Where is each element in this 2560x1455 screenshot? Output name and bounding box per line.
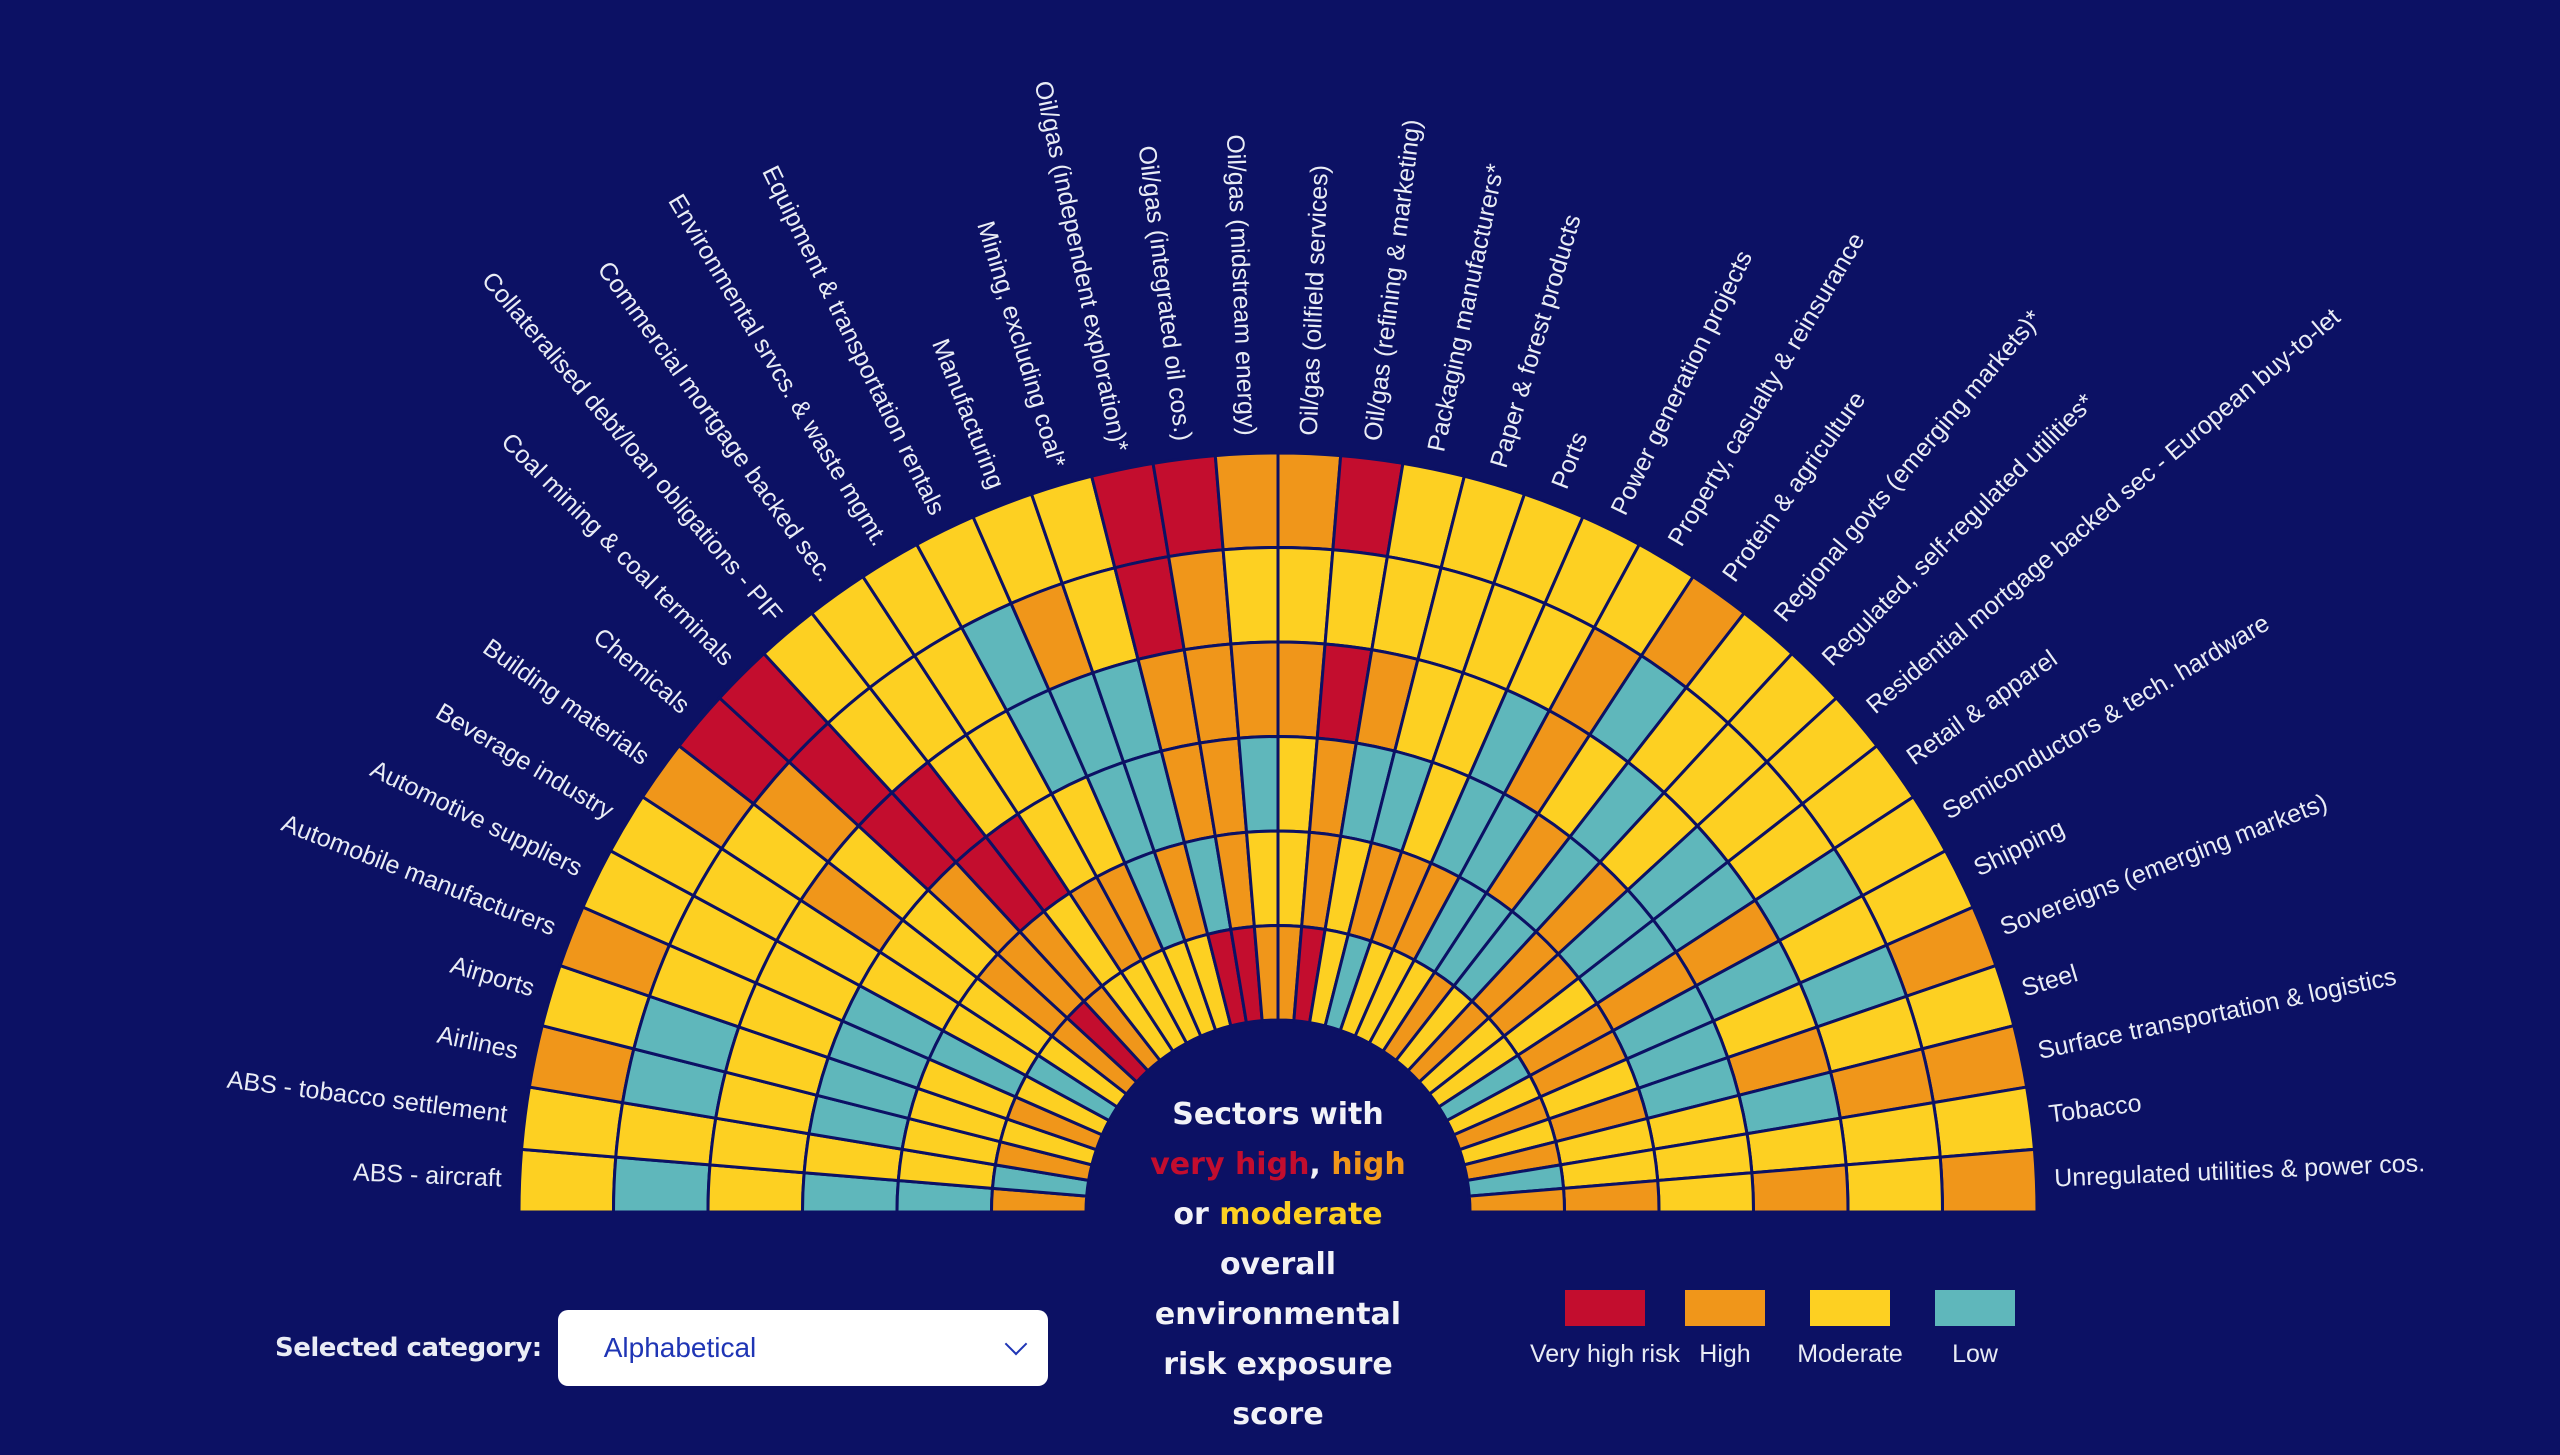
heatmap-cell[interactable] bbox=[517, 1147, 618, 1214]
sector-label: Airlines bbox=[435, 1021, 521, 1065]
sector-label: Steel bbox=[2018, 959, 2081, 1002]
caption-comma: , bbox=[1309, 1147, 1332, 1182]
sector-label: Chemicals bbox=[588, 623, 695, 720]
caption-line-2: very high, high bbox=[1118, 1140, 1438, 1190]
heatmap-cell[interactable] bbox=[1276, 545, 1335, 646]
legend-label: Very high risk bbox=[1529, 1340, 1681, 1368]
sector-label: Oil/gas (midstream energy) bbox=[1221, 134, 1261, 436]
sector-label: Tobacco bbox=[2047, 1089, 2143, 1128]
heatmap-cell[interactable] bbox=[1237, 734, 1280, 834]
sector-label: Oil/gas (oilfield services) bbox=[1295, 164, 1334, 436]
sector-label: Power generation projects bbox=[1605, 246, 1758, 519]
sector-label: Packaging manufacturers* bbox=[1422, 161, 1510, 454]
heatmap-cell[interactable] bbox=[1656, 1171, 1756, 1214]
heatmap-cell[interactable] bbox=[1213, 451, 1280, 552]
sector-label: Sovereigns (emerging markets) bbox=[1996, 788, 2331, 941]
sector-label: Ports bbox=[1546, 428, 1593, 493]
legend-item-moderate: Moderate bbox=[1770, 1290, 1930, 1369]
category-control: Selected category: Alphabetical bbox=[275, 1310, 1048, 1386]
heatmap-cell[interactable] bbox=[1844, 1155, 1945, 1214]
sector-label: ABS - tobacco settlement bbox=[225, 1066, 508, 1129]
legend-label: High bbox=[1699, 1340, 1751, 1368]
legend-label: Moderate bbox=[1797, 1340, 1903, 1368]
sector-label: Airports bbox=[447, 951, 538, 1002]
legend-label: Low bbox=[1952, 1340, 1998, 1368]
sector-label: Unregulated utilities & power cos. bbox=[2054, 1149, 2426, 1192]
chevron-down-icon bbox=[1004, 1332, 1028, 1356]
caption-line-7: score bbox=[1232, 1397, 1324, 1432]
legend-item-very-high: Very high risk bbox=[1530, 1290, 1680, 1369]
heatmap-cell[interactable] bbox=[1229, 640, 1280, 740]
legend-swatch-high bbox=[1685, 1290, 1765, 1326]
sector-label: Residential mortgage backed sec - Europe… bbox=[1861, 303, 2346, 720]
caption-line-4: overall bbox=[1219, 1247, 1337, 1282]
caption-moderate: moderate bbox=[1219, 1197, 1383, 1232]
sector-label: ABS - aircraft bbox=[353, 1158, 503, 1192]
legend-item-low: Low bbox=[1930, 1290, 2020, 1369]
sector-label: Oil/gas (refining & marketing) bbox=[1359, 118, 1427, 443]
heatmap-cell[interactable] bbox=[611, 1155, 712, 1214]
category-select[interactable]: Alphabetical bbox=[557, 1310, 1048, 1386]
legend-item-high: High bbox=[1680, 1290, 1770, 1369]
caption-high: high bbox=[1331, 1147, 1406, 1182]
sector-label: Manufacturing bbox=[926, 335, 1010, 493]
heatmap-cell[interactable] bbox=[1276, 451, 1343, 552]
heatmap-cell[interactable] bbox=[1221, 545, 1280, 646]
category-select-value: Alphabetical bbox=[603, 1332, 757, 1363]
heatmap-cell[interactable] bbox=[1750, 1163, 1850, 1214]
center-caption: Sectors with very high, high or moderate… bbox=[1118, 1090, 1438, 1440]
legend-swatch-very-high bbox=[1565, 1290, 1645, 1326]
caption-line-6: risk exposure bbox=[1163, 1347, 1393, 1382]
caption-line-3: or moderate bbox=[1118, 1190, 1438, 1240]
category-label: Selected category: bbox=[275, 1333, 542, 1363]
caption-line-5: environmental bbox=[1154, 1297, 1402, 1332]
sector-label: Oil/gas (integrated oil cos.) bbox=[1133, 144, 1198, 443]
legend: Very high risk High Moderate Low bbox=[1530, 1290, 2020, 1369]
caption-very-high: very high bbox=[1150, 1147, 1310, 1182]
sector-label: Shipping bbox=[1969, 814, 2069, 882]
heatmap-cell[interactable] bbox=[1467, 1186, 1567, 1214]
legend-swatch-moderate bbox=[1810, 1290, 1890, 1326]
sector-label: Surface transportation & logistics bbox=[2035, 962, 2398, 1064]
legend-swatch-low bbox=[1935, 1290, 2015, 1326]
heatmap-cell[interactable] bbox=[1938, 1147, 2039, 1214]
caption-or: or bbox=[1173, 1197, 1220, 1232]
caption-line-1: Sectors with bbox=[1172, 1097, 1384, 1132]
sector-label: Equipment & transportation rentals bbox=[756, 161, 950, 519]
